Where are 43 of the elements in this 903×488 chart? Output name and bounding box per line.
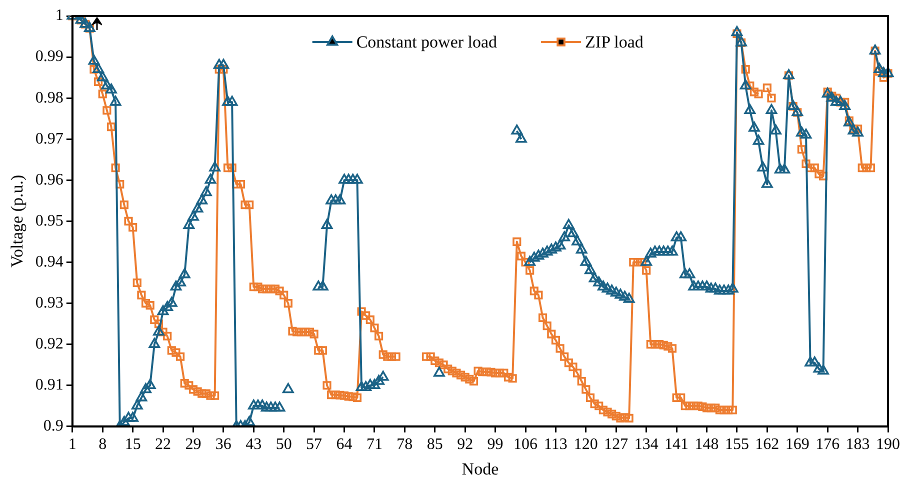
x-tick-label: 22 [155, 436, 172, 454]
y-tick-label: 0.9 [43, 418, 64, 435]
x-tick-label: 106 [514, 436, 538, 454]
legend-label: ZIP load [585, 32, 644, 52]
y-tick-label: 0.93 [35, 294, 64, 312]
x-tick-label: 8 [98, 436, 107, 454]
x-tick-label: 190 [876, 436, 900, 454]
x-tick-label: 50 [276, 436, 292, 454]
x-tick-label: 141 [664, 436, 689, 454]
x-tick-label: 1 [68, 436, 76, 454]
y-tick-label: 0.97 [35, 130, 64, 148]
x-tick-label: 127 [604, 436, 628, 454]
y-tick-label: 0.98 [35, 89, 64, 106]
x-tick-label: 120 [574, 436, 598, 454]
x-tick-label: 134 [634, 436, 658, 454]
x-tick-label: 85 [426, 436, 443, 454]
y-tick-label: 0.92 [35, 336, 64, 353]
y-tick-label: 0.99 [35, 48, 64, 66]
x-tick-label: 36 [215, 436, 232, 454]
x-tick-label: 183 [846, 436, 870, 454]
x-tick-label: 155 [724, 436, 749, 454]
y-tick-label: 0.96 [35, 171, 64, 188]
y-tick-label: 0.91 [35, 376, 64, 394]
x-tick-label: 176 [816, 436, 840, 454]
legend-label: Constant power load [356, 32, 498, 52]
x-tick-label: 15 [124, 436, 141, 454]
x-tick-label: 162 [755, 436, 780, 454]
x-tick-label: 43 [246, 436, 262, 454]
x-tick-label: 148 [694, 436, 719, 454]
x-axis-title: Node [462, 459, 499, 478]
x-tick-label: 29 [185, 436, 202, 454]
x-tick-label: 92 [457, 436, 474, 454]
x-tick-label: 57 [306, 436, 322, 454]
y-tick-label: 0.95 [35, 212, 64, 230]
x-tick-label: 64 [336, 436, 352, 454]
x-tick-label: 78 [396, 436, 413, 454]
x-tick-label: 113 [544, 436, 568, 454]
x-tick-label: 71 [366, 436, 382, 454]
y-axis-title: Voltage (p.u.) [8, 174, 27, 268]
y-tick-label: 0.94 [35, 253, 64, 270]
y-tick-label: 1 [55, 7, 64, 24]
x-tick-label: 99 [487, 436, 504, 454]
x-tick-label: 169 [785, 436, 810, 454]
